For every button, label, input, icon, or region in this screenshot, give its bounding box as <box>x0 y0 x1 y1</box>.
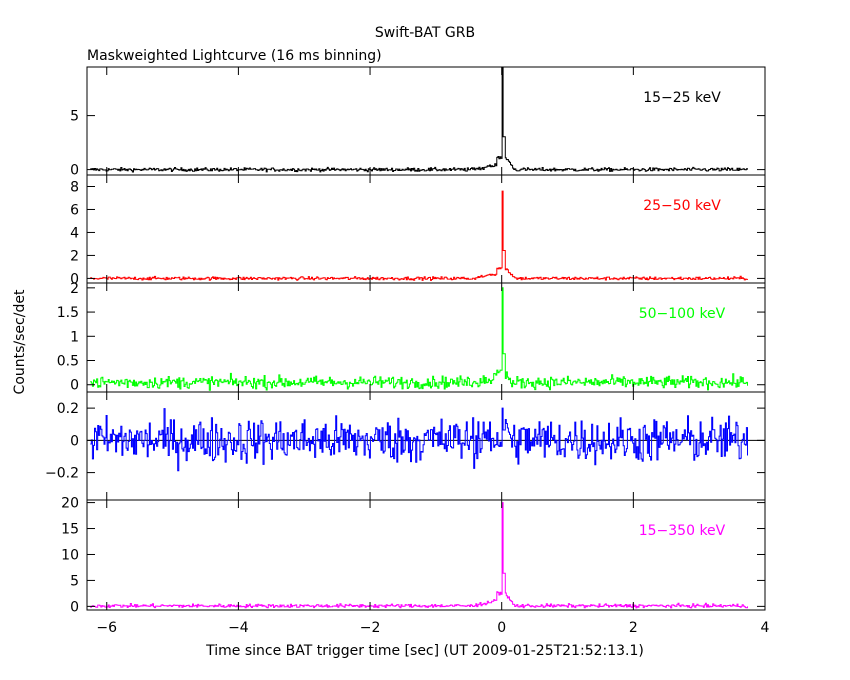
y-tick-label: 8 <box>70 179 79 195</box>
y-tick-label: 0 <box>70 378 79 394</box>
x-tick-label: 2 <box>629 620 638 636</box>
panel-1: 0 5 15−25 keV <box>70 66 766 179</box>
panel-3: 0 0.5 1 1.5 2 50−100 keV <box>57 281 766 394</box>
x-tick-label: −2 <box>360 620 381 636</box>
y-tick-label: 0 <box>70 163 79 179</box>
y-tick-label: 0 <box>70 433 79 449</box>
band-label: 15−350 keV <box>639 523 726 539</box>
series-line <box>90 287 748 391</box>
band-label: 25−50 keV <box>643 198 721 214</box>
band-label: 50−100 keV <box>639 306 726 322</box>
y-tick-label: 1.5 <box>57 305 79 321</box>
panel-2: 0 2 4 6 8 25−50 keV <box>70 174 766 287</box>
chart-subtitle: Maskweighted Lightcurve (16 ms binning) <box>87 48 382 64</box>
y-axis-label: Counts/sec/det <box>12 289 28 394</box>
panel-frame <box>86 282 766 393</box>
y-tick-label: 2 <box>70 248 79 264</box>
y-tick-label: 1 <box>70 329 79 345</box>
series-line <box>90 190 748 281</box>
x-tick-label: −4 <box>228 620 249 636</box>
y-tick-label: 6 <box>70 202 79 218</box>
panel-4: −0.2 0 0.2 <box>45 391 766 501</box>
y-tick-label: 0.2 <box>57 401 79 417</box>
x-tick-label: −6 <box>96 620 117 636</box>
y-tick-label: 0.5 <box>57 354 79 370</box>
y-tick-label: 0 <box>70 599 79 615</box>
y-tick-label: 20 <box>61 496 79 512</box>
panel-frame <box>86 499 766 611</box>
series-line <box>90 67 748 173</box>
y-tick-label: 0 <box>70 271 79 287</box>
y-tick-label: 4 <box>70 225 79 241</box>
y-tick-label: −0.2 <box>45 466 79 482</box>
x-tick-label: 0 <box>497 620 506 636</box>
chart-title: Swift-BAT GRB <box>375 25 475 41</box>
panel-frame <box>86 174 766 284</box>
panel-5: 0 5 10 15 20 15−350 keV <box>61 496 766 615</box>
panel-frame <box>86 66 766 176</box>
band-label: 15−25 keV <box>643 90 721 106</box>
series-line <box>90 407 748 472</box>
y-tick-label: 10 <box>61 547 79 563</box>
y-tick-label: 15 <box>61 522 79 538</box>
y-tick-label: 2 <box>70 281 79 297</box>
y-tick-label: 5 <box>70 573 79 589</box>
x-axis-label: Time since BAT trigger time [sec] (UT 20… <box>205 643 644 659</box>
x-tick-label: 4 <box>761 620 770 636</box>
series-line <box>90 502 748 609</box>
y-tick-label: 5 <box>70 109 79 125</box>
